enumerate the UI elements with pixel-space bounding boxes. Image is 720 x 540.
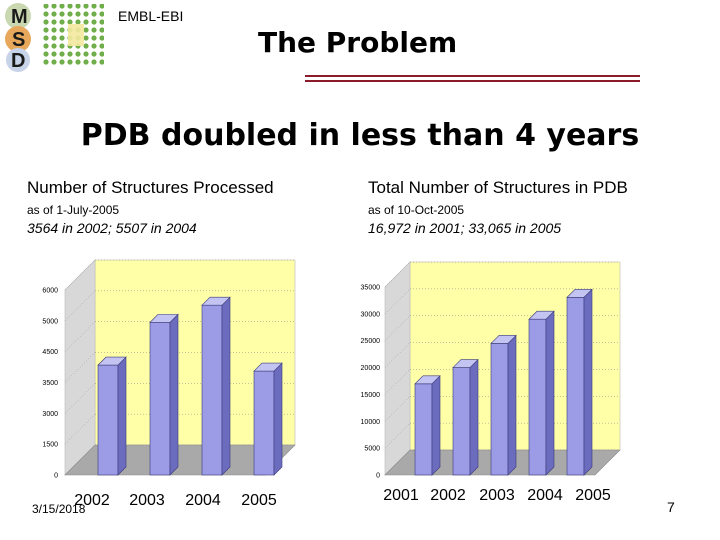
chart-left-bar-top	[253, 362, 283, 372]
left-panel-note: 3564 in 2002; 5507 in 2004	[27, 220, 197, 236]
chart-right-bar-top	[414, 375, 441, 385]
chart-right-category-label: 2004	[527, 487, 563, 504]
chart-left-category-label: 2004	[185, 492, 221, 509]
headline: PDB doubled in less than 4 years	[80, 118, 640, 153]
chart-right-tick-label: 35000	[361, 285, 381, 292]
chart-left-tick-label: 1500	[42, 442, 58, 449]
chart-left-bar	[149, 322, 171, 476]
msd-logo: M S D	[2, 2, 106, 72]
chart-left-bar	[253, 370, 275, 476]
chart-right-bar-side	[583, 288, 593, 476]
chart-right-bar-side	[507, 334, 517, 476]
chart-left-bar-side	[221, 296, 231, 476]
chart-left-grid-side	[64, 259, 96, 291]
chart-right-category-label: 2005	[575, 487, 611, 504]
chart-left-bar	[97, 364, 119, 476]
logo-letter-s: S	[12, 29, 25, 51]
chart-right-tick-label: 20000	[361, 365, 381, 372]
chart-right-tick-label: 25000	[361, 338, 381, 345]
chart-left-bar-side	[117, 356, 127, 476]
chart-left-grid-side	[64, 321, 96, 352]
chart-left-tick-label: 4500	[42, 349, 58, 356]
chart-left-tick-label: 0	[54, 473, 58, 480]
chart-right-tick-label: 5000	[364, 446, 380, 453]
chart-right-bar	[414, 383, 433, 476]
title-rule	[305, 75, 640, 77]
chart-right-bar-side	[431, 375, 441, 476]
chart-right-bar	[528, 318, 547, 476]
chart-left-grid-side	[64, 352, 96, 383]
chart-right-tick-label: 30000	[361, 311, 381, 318]
left-panel-subtitle: as of 1-July-2005	[27, 203, 120, 217]
chart-left-bar-side	[169, 313, 179, 476]
logo-letter-m: M	[11, 6, 28, 28]
title-rule-lower	[305, 80, 640, 82]
chart-left-grid-side	[64, 290, 96, 322]
chart-left-bar-top	[149, 314, 179, 323]
chart-left-grid-side	[64, 444, 96, 476]
chart-left-tick-label: 6000	[42, 288, 58, 295]
chart-left-category-label: 2002	[74, 492, 110, 509]
chart-right-bar-top	[452, 359, 479, 368]
right-panel-note: 16,972 in 2001; 33,065 in 2005	[368, 220, 562, 236]
chart-right-category-label: 2001	[383, 487, 419, 504]
chart-left-tick-label: 5000	[42, 318, 58, 325]
chart-right-tick-label: 15000	[361, 392, 381, 399]
chart-left-tick-label: 3000	[42, 411, 58, 418]
chart-right-bar	[566, 297, 585, 476]
chart-right-bar-top	[528, 310, 555, 320]
chart-right-bar	[452, 367, 471, 476]
chart-right-category-label: 2003	[479, 487, 515, 504]
organization-name: EMBL-EBI	[118, 8, 184, 24]
chart-right-category-label: 2002	[430, 487, 466, 504]
chart-right-bar-top	[490, 335, 517, 344]
logo-letter-d: D	[11, 50, 25, 72]
chart-right-bar-side	[469, 358, 479, 476]
chart-left-grid-side	[64, 413, 96, 445]
slide-title: The Problem	[258, 26, 458, 59]
chart-left-grid-side	[64, 383, 96, 414]
footer-date: 3/15/2018	[32, 502, 86, 516]
page-number: 7	[667, 499, 675, 515]
left-panel-title: Number of Structures Processed	[27, 178, 274, 197]
chart-left-bar	[201, 304, 223, 476]
chart-left-tick-label: 3500	[42, 380, 58, 387]
chart-left-bar-side	[273, 362, 283, 476]
chart-left-bar-top	[201, 296, 231, 306]
chart-left-category-label: 2005	[241, 492, 277, 509]
chart-right-tick-label: 10000	[361, 419, 381, 426]
chart-right-side-wall	[384, 261, 411, 476]
right-panel-title: Total Number of Structures in PDB	[368, 178, 628, 197]
chart-left-bar-top	[97, 356, 127, 366]
chart-right-bar	[490, 343, 509, 476]
chart-right-bar-side	[545, 310, 555, 476]
chart-right-tick-label: 0	[376, 473, 380, 480]
right-panel-subtitle: as of 10-Oct-2005	[368, 203, 465, 217]
chart-right-bar-top	[566, 289, 593, 298]
chart-left-category-label: 2003	[129, 492, 165, 509]
